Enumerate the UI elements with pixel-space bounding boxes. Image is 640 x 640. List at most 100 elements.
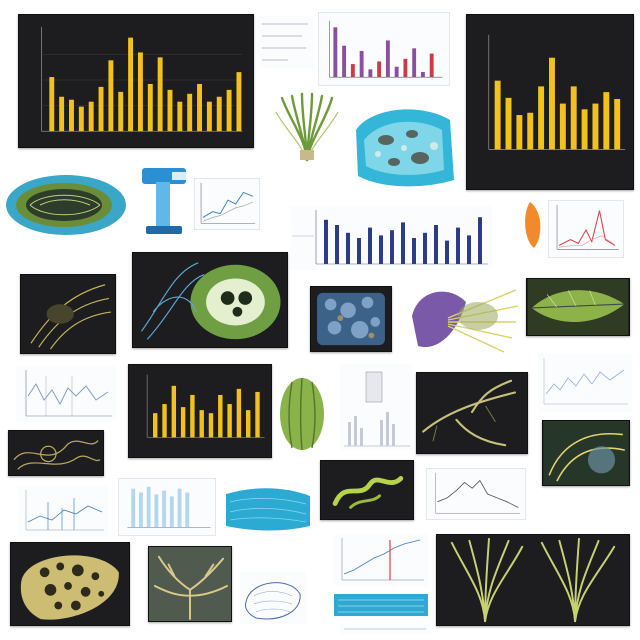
- bar-glyph: [49, 77, 55, 132]
- orange-specimen: [522, 200, 544, 250]
- dark-bar-chart-top-left: [18, 14, 254, 148]
- bar-glyph: [350, 64, 355, 78]
- bar-glyph: [153, 413, 158, 438]
- yellow-bar-chart: [488, 34, 626, 150]
- striped-bar-chart: [118, 478, 216, 536]
- bar-glyph: [118, 91, 124, 132]
- navy-bar-chart: [292, 210, 488, 265]
- bar-glyph: [342, 45, 347, 78]
- bar-glyph: [538, 86, 545, 150]
- blue-water-strip: [334, 590, 428, 620]
- bar-glyph: [236, 72, 242, 132]
- purple-bar-chart-top: [318, 12, 450, 86]
- red-line-chart-right: [548, 200, 624, 258]
- bar-glyph: [581, 109, 588, 150]
- yellow-bar-chart: [41, 26, 243, 132]
- faint-chart-right: [538, 354, 632, 412]
- bar-glyph: [255, 391, 260, 438]
- bar-glyph: [368, 227, 372, 264]
- bar-glyph: [603, 92, 610, 150]
- yellow-bar-chart: [146, 374, 265, 438]
- bar-glyph: [162, 404, 167, 438]
- bar-glyph: [527, 112, 534, 150]
- yellow-shape-micrograph: [320, 460, 414, 520]
- bar-glyph: [434, 225, 438, 264]
- bar-glyph: [412, 238, 416, 264]
- bar-glyph: [423, 232, 427, 264]
- bar-glyph: [403, 58, 408, 78]
- bar-glyph: [171, 385, 177, 438]
- dark-micrograph-left: [20, 274, 116, 354]
- blue-tissue-micrograph: [310, 286, 392, 352]
- bar-glyph: [137, 52, 143, 132]
- bar-glyph: [390, 230, 394, 264]
- red-blue-line-chart: [334, 534, 428, 586]
- bar-glyph: [494, 80, 501, 150]
- dark-bar-chart-top-right: [466, 14, 634, 190]
- green-leaf-photo: [526, 278, 630, 336]
- sketch-organism: [240, 572, 306, 624]
- bar-glyph: [549, 57, 555, 150]
- bar-glyph: [516, 115, 523, 150]
- bar-glyph: [359, 50, 364, 78]
- bar-glyph: [177, 101, 183, 132]
- bar-glyph: [227, 404, 232, 438]
- blue-apparatus-illustration: [136, 162, 192, 240]
- bar-glyph: [218, 394, 223, 438]
- bar-glyph: [614, 98, 621, 150]
- dark-cell-micrograph: [132, 252, 288, 348]
- bar-glyph: [190, 394, 195, 438]
- bar-glyph: [385, 40, 390, 78]
- dark-tangle-micrograph-left: [8, 430, 104, 476]
- cell-cross-section: [4, 172, 128, 238]
- bar-glyph: [592, 103, 599, 150]
- green-plant-illustration: [270, 90, 344, 162]
- green-pod-illustration: [278, 376, 326, 452]
- bar-glyph: [226, 89, 232, 132]
- light-line-chart-center: [426, 468, 526, 520]
- bar-glyph: [377, 61, 382, 78]
- bar-glyph: [69, 99, 74, 132]
- bar-glyph: [98, 86, 104, 132]
- bar-glyph: [478, 217, 482, 264]
- small-chart-cluster: [340, 364, 412, 450]
- bar-glyph: [420, 71, 425, 78]
- light-line-chart-left: [16, 366, 116, 422]
- dark-root-micrograph: [416, 372, 528, 454]
- bar-glyph: [379, 235, 383, 264]
- bar-glyph: [157, 57, 163, 132]
- bar-glyph: [324, 219, 328, 264]
- caption-lines-bottom: [340, 624, 430, 634]
- bar-glyph: [199, 410, 204, 438]
- light-line-chart: [18, 486, 108, 536]
- bar-glyph: [429, 53, 434, 78]
- dark-root-fan-large: [436, 534, 630, 626]
- bar-glyph: [78, 106, 84, 132]
- bar-glyph: [456, 227, 460, 264]
- bar-glyph: [180, 407, 186, 438]
- purple-bar-chart: [329, 20, 443, 78]
- bar-glyph: [206, 101, 212, 132]
- bar-glyph: [216, 96, 222, 132]
- bar-glyph: [357, 238, 361, 264]
- dark-bar-chart-center: [128, 364, 272, 458]
- bar-glyph: [412, 48, 417, 78]
- bar-glyph: [147, 83, 153, 132]
- bar-glyph: [570, 86, 577, 150]
- bar-glyph: [505, 97, 512, 150]
- bar-glyph: [246, 410, 251, 438]
- yellow-fibers-micrograph: [542, 420, 630, 486]
- bar-glyph: [88, 101, 94, 132]
- text-snippet-top: [258, 16, 314, 68]
- branching-structure-photo: [148, 546, 232, 622]
- bar-glyph: [108, 60, 114, 132]
- purple-yellow-leaf: [408, 282, 520, 358]
- network-lattice-micrograph: [10, 542, 130, 626]
- bar-glyph: [559, 103, 566, 150]
- bar-glyph: [401, 222, 405, 264]
- navy-bar-chart-middle: [290, 206, 492, 270]
- bar-glyph: [346, 232, 350, 264]
- bar-glyph: [128, 37, 134, 132]
- blue-texture-illustration: [224, 486, 312, 532]
